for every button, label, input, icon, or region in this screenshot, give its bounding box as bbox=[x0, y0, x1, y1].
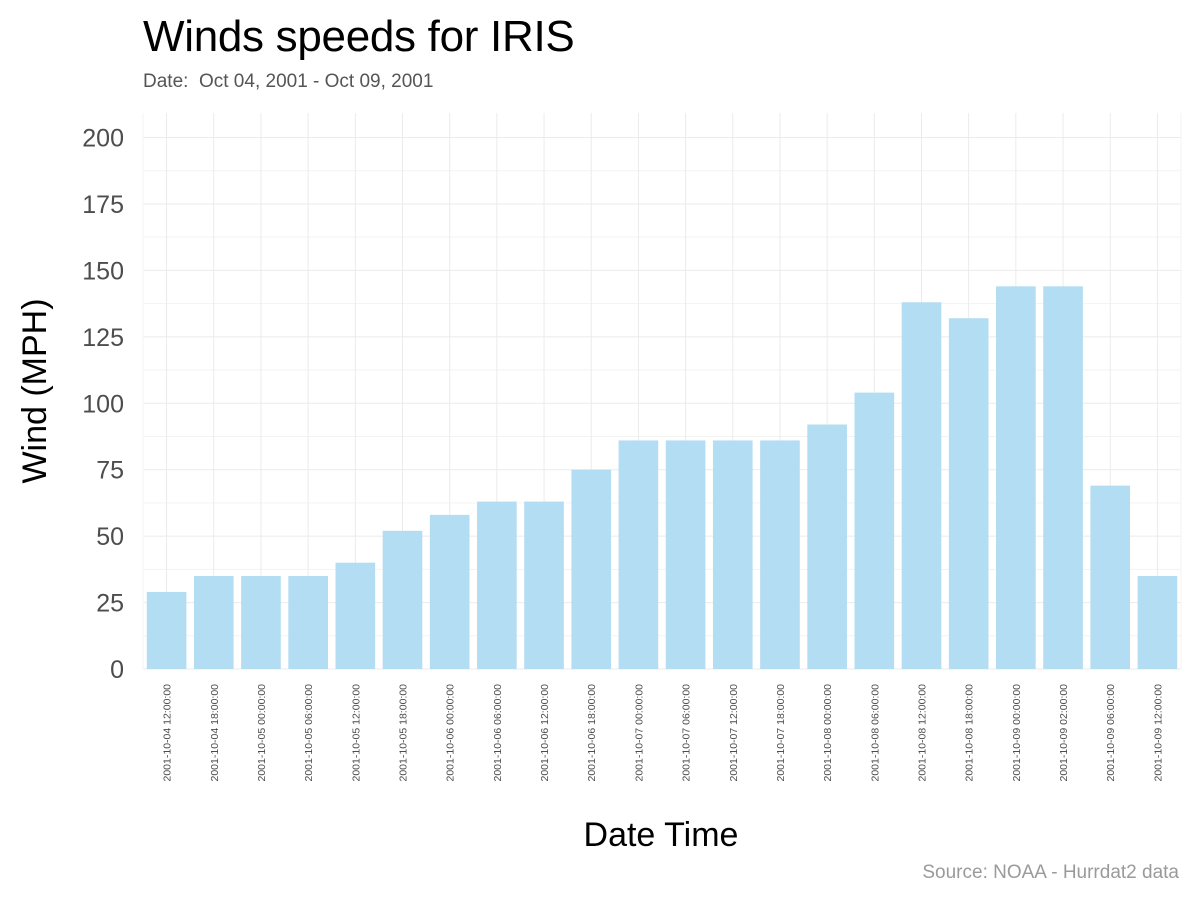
x-axis-ticks: 2001-10-04 12:00:00 2001-10-04 18:00:00 20… bbox=[162, 684, 1165, 782]
bar bbox=[996, 286, 1036, 669]
x-tick-label: 2001-10-08 00:00:00 bbox=[822, 684, 834, 782]
x-tick-label: 2001-10-05 18:00:00 bbox=[398, 684, 410, 782]
bar bbox=[1043, 286, 1083, 669]
bar bbox=[1137, 575, 1178, 669]
y-tick-label: 25 bbox=[96, 590, 124, 618]
x-tick-label: 2001-10-09 02:00:00 bbox=[1058, 684, 1070, 782]
y-tick-label: 75 bbox=[96, 457, 124, 485]
x-tick-label: 2001-10-07 06:00:00 bbox=[681, 684, 693, 782]
x-tick-label: 2001-10-05 06:00:00 bbox=[303, 684, 315, 782]
bar bbox=[477, 501, 517, 669]
x-tick-label: 2001-10-06 18:00:00 bbox=[586, 684, 598, 782]
x-tick-label: 2001-10-06 12:00:00 bbox=[539, 684, 551, 782]
x-tick-label: 2001-10-05 00:00:00 bbox=[256, 684, 268, 782]
bar bbox=[901, 302, 942, 669]
x-tick-label: 2001-10-05 12:00:00 bbox=[350, 684, 362, 782]
source-caption: Source: NOAA - Hurrdat2 data bbox=[922, 862, 1179, 883]
x-tick-label: 2001-10-06 00:00:00 bbox=[445, 684, 457, 782]
x-tick-label: 2001-10-08 18:00:00 bbox=[964, 684, 976, 782]
y-tick-label: 125 bbox=[82, 324, 124, 352]
y-tick-label: 100 bbox=[82, 390, 124, 418]
x-tick-label: 2001-10-04 18:00:00 bbox=[209, 684, 221, 782]
y-tick-label: 150 bbox=[82, 257, 124, 285]
x-tick-label: 2001-10-06 06:00:00 bbox=[492, 684, 504, 782]
y-tick-label: 50 bbox=[96, 523, 124, 551]
bar bbox=[429, 514, 470, 669]
bar bbox=[712, 440, 753, 669]
x-tick-label: 2001-10-09 12:00:00 bbox=[1152, 684, 1164, 782]
bar bbox=[571, 469, 612, 669]
bar bbox=[618, 440, 659, 669]
y-tick-label: 175 bbox=[82, 191, 124, 219]
x-axis-title: Date Time bbox=[584, 816, 739, 854]
bar bbox=[524, 501, 564, 669]
bars bbox=[146, 286, 1178, 669]
y-tick-label: 200 bbox=[82, 125, 124, 153]
bar bbox=[193, 575, 234, 669]
bar bbox=[382, 530, 423, 669]
bar bbox=[760, 440, 800, 669]
x-tick-label: 2001-10-07 00:00:00 bbox=[633, 684, 645, 782]
x-tick-label: 2001-10-08 06:00:00 bbox=[869, 684, 881, 782]
y-tick-label: 0 bbox=[110, 656, 124, 684]
x-tick-label: 2001-10-09 06:00:00 bbox=[1105, 684, 1117, 782]
bar bbox=[948, 318, 989, 669]
y-axis-title: Wind (MPH) bbox=[16, 298, 54, 483]
x-tick-label: 2001-10-09 00:00:00 bbox=[1011, 684, 1023, 782]
bar bbox=[146, 591, 187, 669]
chart-title: Winds speeds for IRIS bbox=[143, 12, 575, 61]
x-tick-label: 2001-10-07 12:00:00 bbox=[728, 684, 740, 782]
x-tick-label: 2001-10-04 12:00:00 bbox=[162, 684, 174, 782]
chart-subtitle: Date: Oct 04, 2001 - Oct 09, 2001 bbox=[143, 71, 434, 92]
bar bbox=[288, 575, 328, 669]
bar bbox=[241, 575, 281, 669]
x-tick-label: 2001-10-08 12:00:00 bbox=[917, 684, 929, 782]
bar bbox=[335, 562, 376, 669]
bar bbox=[854, 392, 895, 669]
bar bbox=[665, 440, 706, 669]
x-tick-label: 2001-10-07 18:00:00 bbox=[775, 684, 787, 782]
bar bbox=[807, 424, 847, 669]
y-axis-ticks: 0 25 50 75 100 125 150 175 200 bbox=[82, 125, 124, 685]
bar bbox=[1090, 485, 1131, 669]
